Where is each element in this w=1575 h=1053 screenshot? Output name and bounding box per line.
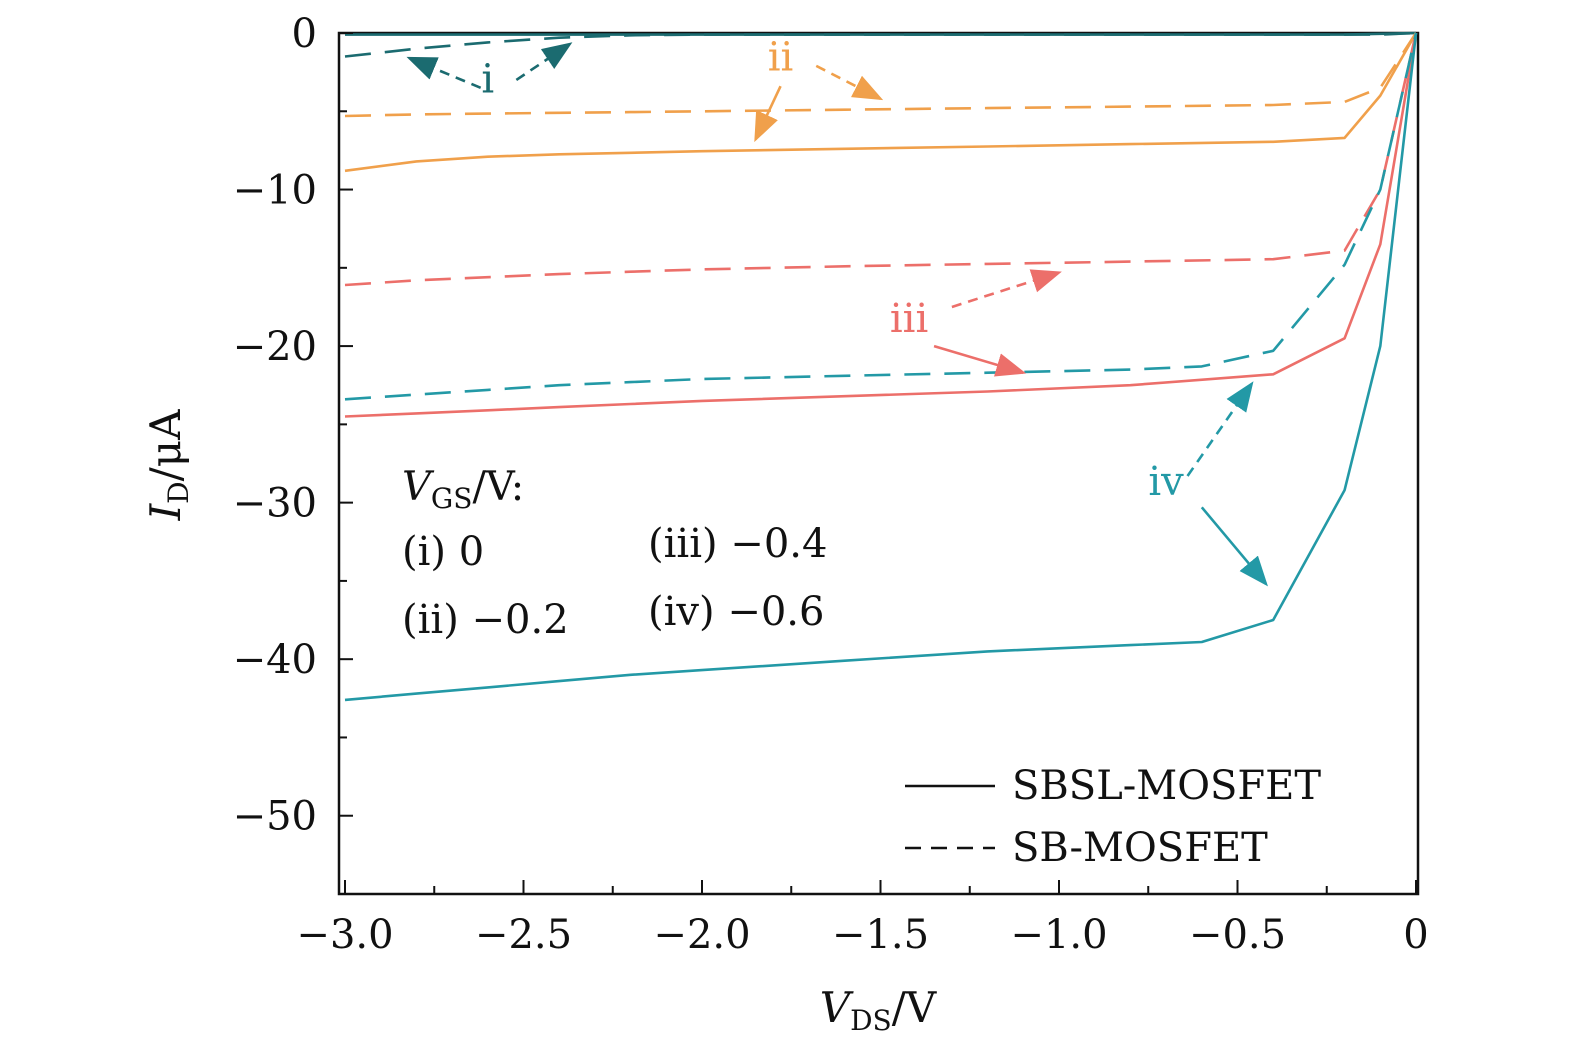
annotation-arrow-6	[1186, 381, 1254, 477]
plot-frame	[337, 31, 1420, 896]
vgs-item-ii: (ii) −0.2	[402, 597, 569, 643]
annotation-arrow-3	[754, 85, 782, 143]
series-line-i-sbsl	[345, 31, 1417, 36]
series-line-iv-sb	[344, 32, 1418, 401]
plot-area	[337, 31, 1420, 896]
annotation-label-i: i	[481, 56, 494, 102]
legend-sb-label: SB-MOSFET	[1012, 825, 1268, 871]
annotation-label-ii: ii	[768, 35, 794, 81]
x-tick-label: −1.0	[1010, 912, 1107, 958]
x-tick-label: −2.0	[653, 912, 750, 958]
series-line-ii-sb	[344, 32, 1418, 118]
y-tick-label: −50	[233, 794, 317, 840]
vgs-heading-main: V	[402, 464, 435, 510]
line-style-legend: SBSL-MOSFET SB-MOSFET	[905, 763, 1321, 871]
y-tick-label: −20	[233, 324, 317, 370]
vgs-heading: VGS/V:	[402, 464, 524, 515]
vgs-heading-sub: GS	[431, 482, 473, 515]
annotation-arrow-5	[933, 344, 1027, 377]
x-axis-label-unit: /V	[892, 983, 937, 1032]
x-tick-label: 0	[1403, 912, 1428, 958]
vgs-heading-unit: /V:	[472, 464, 524, 510]
y-tick-label: −10	[233, 168, 317, 214]
y-axis-label-main: I	[141, 502, 190, 521]
vgs-item-i: (i) 0	[402, 529, 484, 575]
y-tick-label: 0	[292, 11, 317, 57]
series-line-iii-sb	[344, 32, 1418, 287]
annotation-label-iii: iii	[890, 296, 928, 342]
x-tick-label: −1.5	[832, 912, 929, 958]
vgs-item-iii: (iii) −0.4	[648, 521, 827, 567]
annotation-arrow-2	[815, 64, 884, 101]
annotation-arrow-0	[406, 56, 482, 89]
x-tick-label: −0.5	[1189, 912, 1286, 958]
legend-sbsl-label: SBSL-MOSFET	[1012, 763, 1321, 809]
series-line-iii-sbsl	[344, 32, 1418, 418]
series-line-ii-sbsl	[344, 32, 1418, 173]
annotation-arrow-1	[515, 42, 573, 82]
vgs-item-iv: (iv) −0.6	[648, 589, 824, 635]
series-line-iv-sbsl	[344, 32, 1418, 702]
series-line-i-sb	[344, 31, 1417, 58]
y-axis-label-unit: /μA	[141, 409, 190, 481]
x-tick-label: −2.5	[475, 912, 572, 958]
annotation-label-iv: iv	[1148, 459, 1184, 505]
vgs-legend-block: VGS/V: (i) 0 (ii) −0.2 (iii) −0.4 (iv) −…	[402, 464, 827, 643]
x-axis-label-sub: DS	[850, 1004, 892, 1037]
series-layer	[344, 31, 1418, 702]
annotation-arrow-4	[951, 269, 1062, 309]
y-tick-label: −30	[233, 481, 317, 527]
x-axis-label: VDS/V	[820, 983, 937, 1037]
y-axis-label-sub: D	[162, 481, 195, 503]
y-tick-label: −40	[233, 637, 317, 683]
axes-layer: −3.0 −2.5 −2.0 −1.5 −1.0 −0.5 0 0 −10 −20 −30 −40 −5…	[233, 11, 1429, 958]
y-axis-label: ID/μA	[141, 409, 195, 521]
annotation-arrow-7	[1200, 506, 1268, 587]
x-axis-label-main: V	[820, 983, 854, 1032]
x-tick-label: −3.0	[296, 912, 393, 958]
